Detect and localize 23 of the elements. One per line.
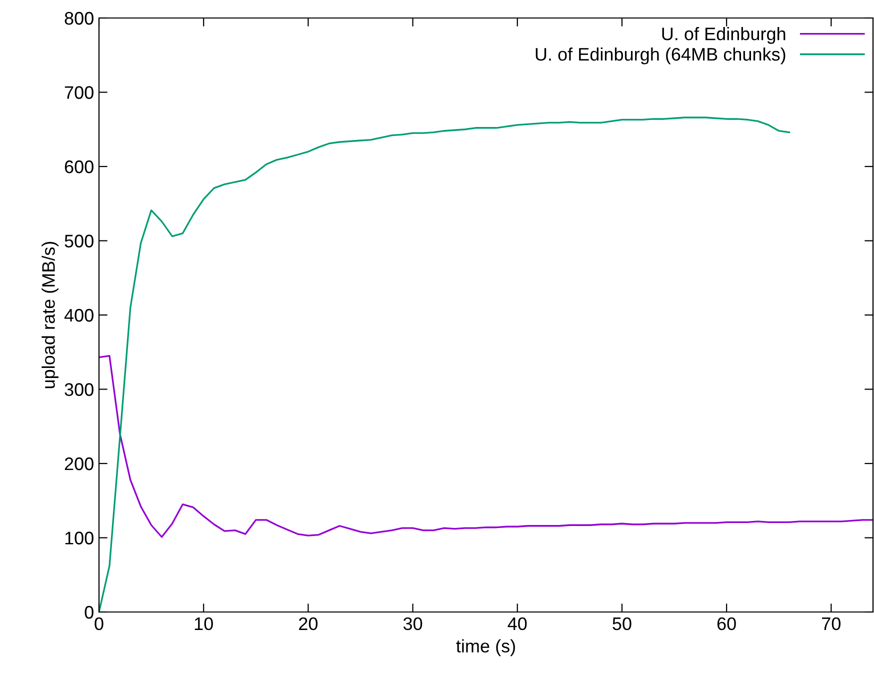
line-series: [99, 116, 790, 612]
y-tick-label: 200: [64, 457, 94, 470]
x-axis-title: time (s): [456, 639, 515, 656]
x-tick-label: 70: [822, 617, 840, 630]
x-tick-label: 0: [94, 617, 104, 630]
legend-label: U. of Edinburgh (64MB chunks): [536, 47, 786, 64]
y-tick-label: 700: [64, 86, 94, 99]
x-tick-label: 40: [508, 617, 527, 630]
y-tick-label: 0: [84, 606, 94, 619]
line-series: [99, 355, 873, 538]
x-tick-label: 20: [299, 617, 318, 630]
legend-label: U. of Edinburgh: [662, 27, 786, 44]
x-tick-label: 60: [717, 617, 736, 630]
y-axis-title: upload rate (MB/s): [42, 242, 58, 388]
y-tick-label: 400: [64, 308, 94, 322]
y-tick-label: 300: [64, 383, 94, 396]
x-tick-label: 50: [612, 617, 632, 630]
y-tick-label: 800: [64, 12, 94, 25]
x-tick-label: 10: [194, 617, 213, 630]
y-tick-label: 600: [64, 160, 94, 174]
y-tick-label: 100: [65, 532, 94, 544]
x-tick-label: 30: [403, 617, 422, 630]
y-tick-label: 500: [64, 234, 94, 248]
